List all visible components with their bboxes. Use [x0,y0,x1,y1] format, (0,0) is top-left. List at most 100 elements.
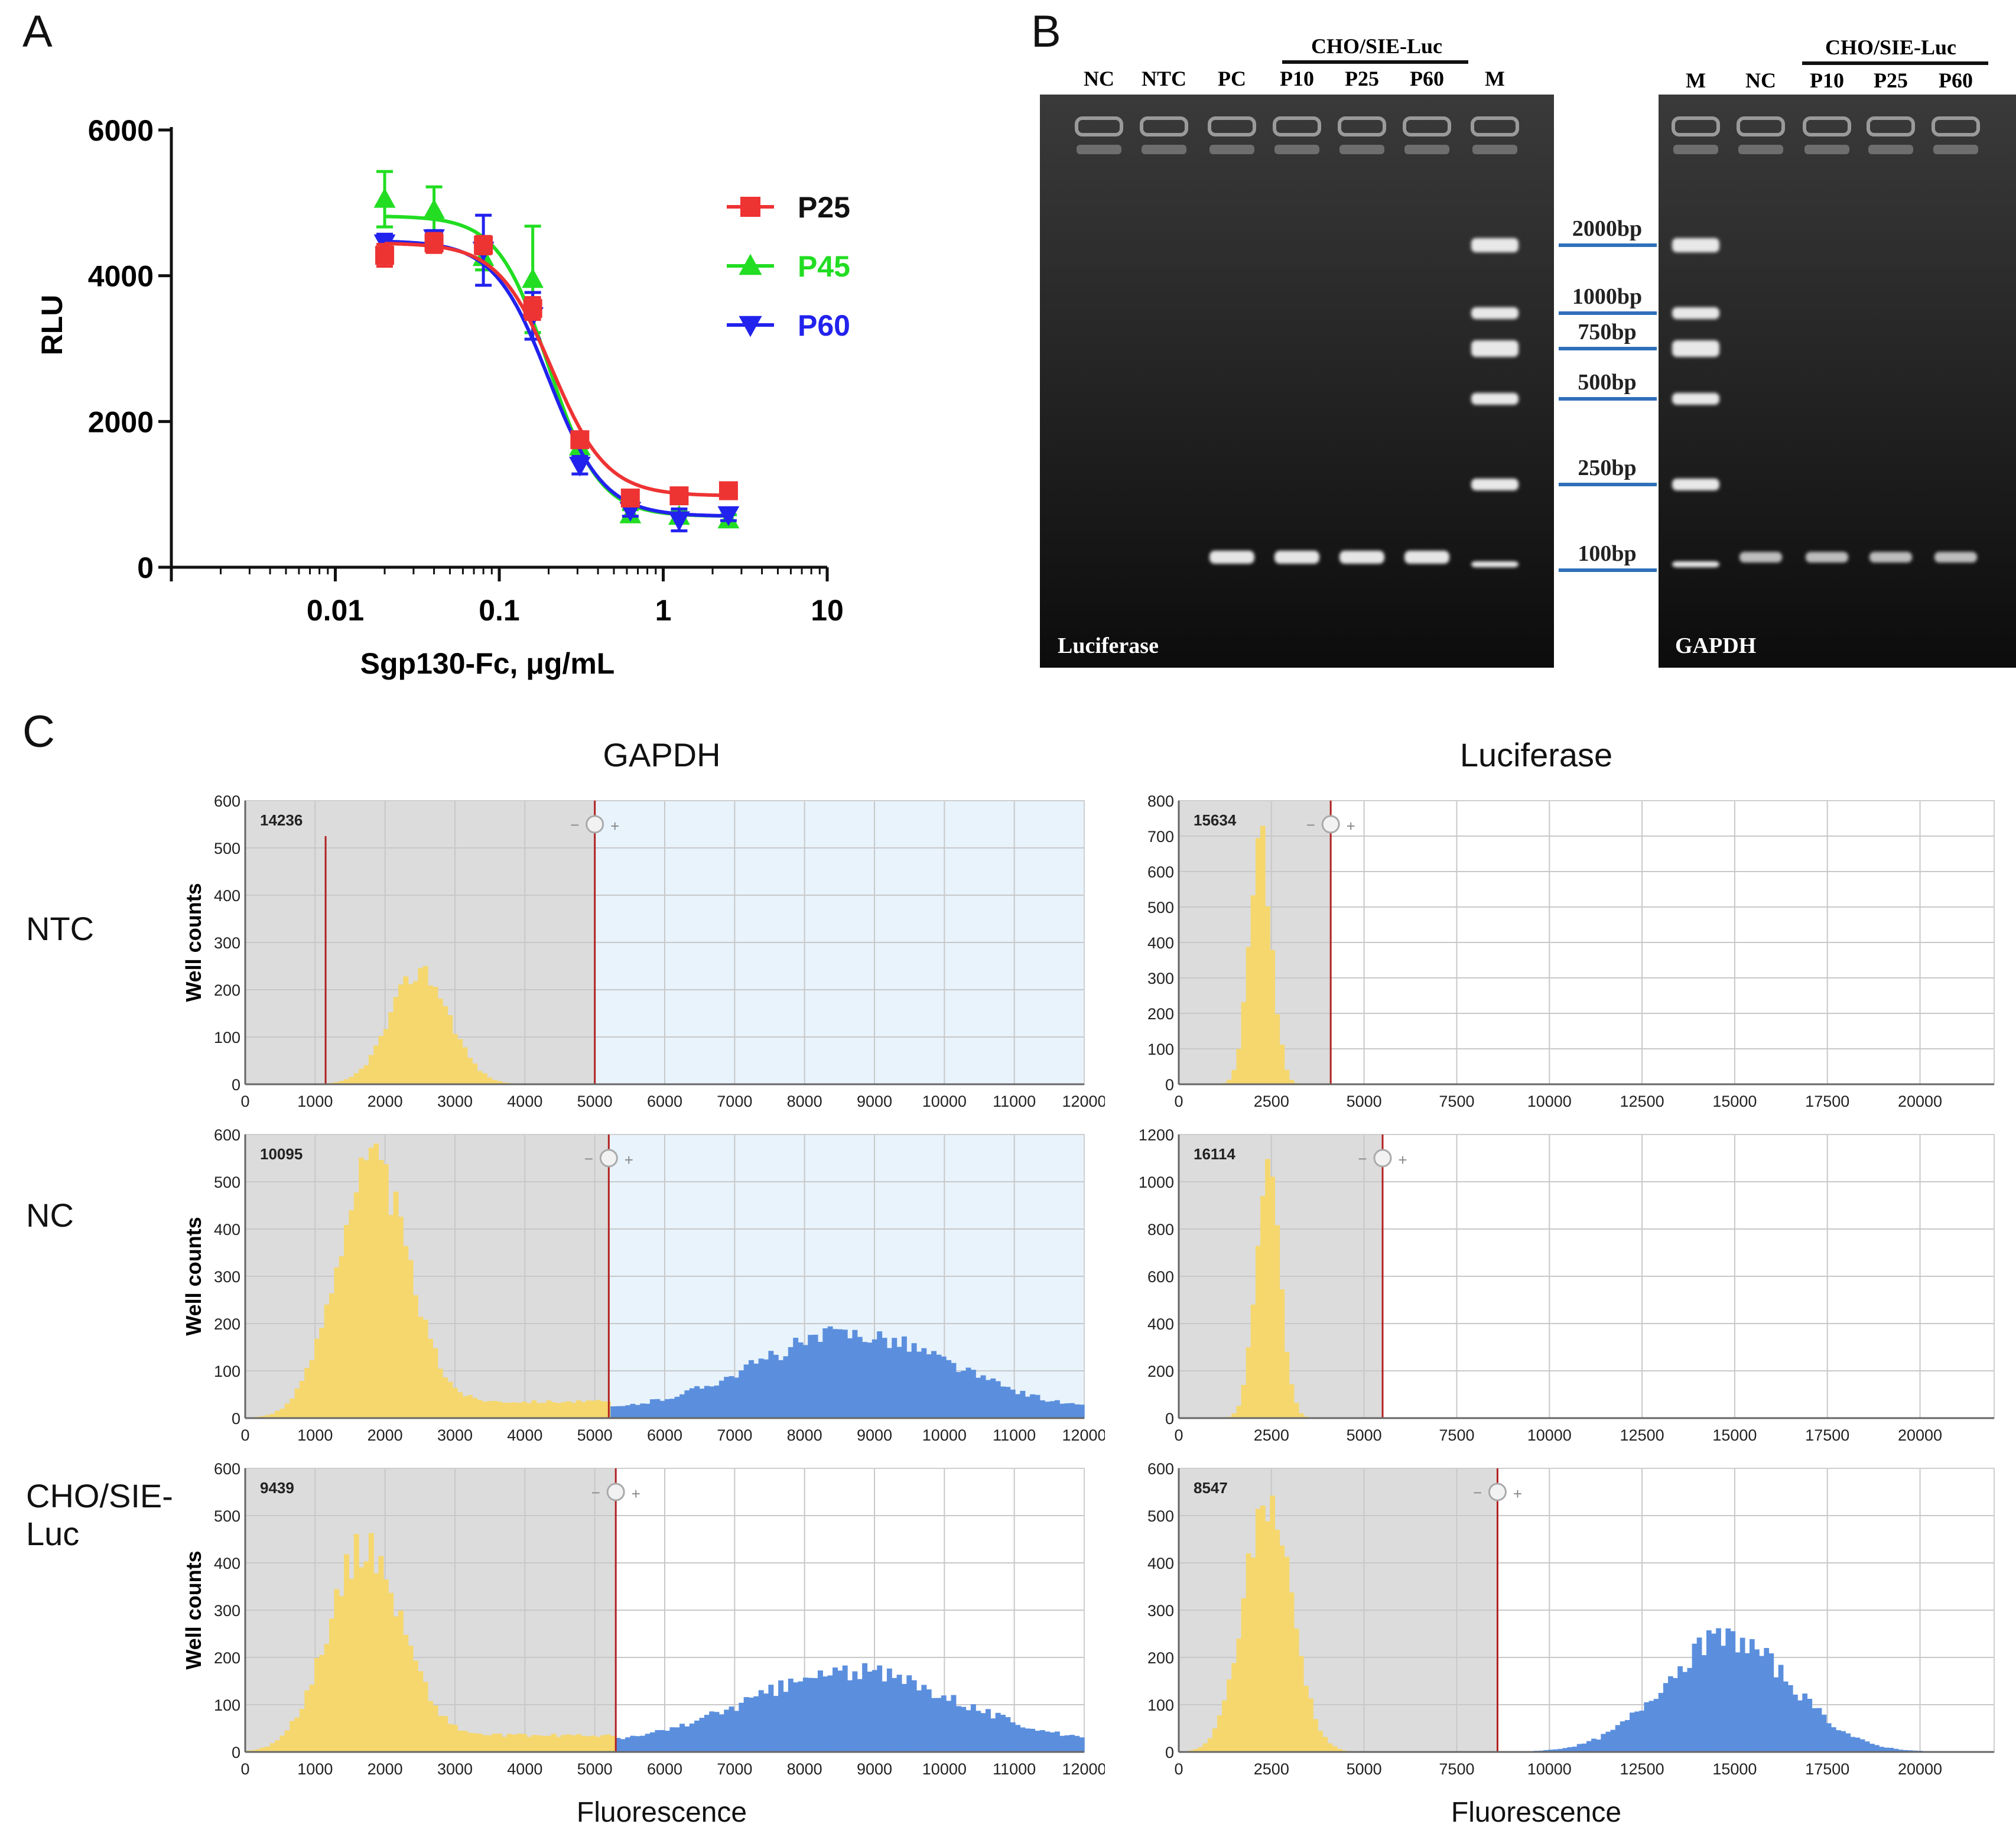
sample-band-luciferase [1274,551,1319,564]
histogram-bar-negative [575,1734,581,1752]
x-tick-label: 0 [1174,1760,1183,1778]
histogram-bar-positive [951,1363,957,1418]
histogram-bar-positive [684,1390,690,1418]
histogram-bar-positive [699,1389,705,1418]
threshold-minus: − [1306,816,1315,834]
histogram-bar-positive [635,1736,640,1752]
histogram-bar-negative [556,1737,562,1752]
histogram-bar-positive [1663,1683,1669,1752]
threshold-handle [1373,1149,1392,1168]
histogram-bar-negative [1293,1403,1299,1418]
x-tick-label: 6000 [647,1426,682,1444]
histogram-bar-negative [447,1381,453,1418]
sample-band-gapdh [1869,552,1912,563]
left-well-smear [1404,145,1449,154]
histogram-bar-negative [497,1081,502,1084]
histogram-bar-negative [299,1709,305,1752]
threshold-minus: − [591,1484,600,1501]
histogram-bar-positive [892,1678,898,1752]
histogram-bar-negative [1298,1656,1304,1752]
histogram-bar-negative [353,1073,359,1084]
histogram-bar-positive [867,1672,873,1752]
histogram-bar-negative [290,1398,295,1418]
histogram-bar-positive [674,1396,680,1418]
histogram-bar-positive [640,1735,646,1752]
left-well-smear [1339,145,1384,154]
x-tick-label: 17500 [1805,1760,1849,1778]
marker-label-500bp: 500bp [1578,370,1636,395]
x-tick-label: 2500 [1254,1760,1289,1778]
y-tick-label: 100 [1147,1696,1174,1714]
histogram-bar-negative [1279,1045,1285,1084]
histogram-bar-negative [1274,1225,1280,1418]
histogram-bar-positive [739,1370,744,1418]
histogram-bar-negative [408,1646,414,1752]
histogram-bar-negative [1231,1069,1237,1084]
histogram-bar-negative [472,1397,478,1418]
histogram-bar-negative [359,1567,365,1752]
histogram-bar-positive [783,1692,789,1752]
histogram-bar-negative [418,968,424,1084]
histogram-bar-negative [1246,1347,1251,1418]
histogram-bar-negative [546,1735,552,1752]
histogram-bar-negative [605,1734,611,1752]
histogram-bar-positive [837,1329,843,1418]
histogram-bar-positive [955,1706,961,1752]
left-well [1075,116,1123,136]
histogram-bar-negative [1270,950,1275,1084]
histogram-bar-negative [408,984,414,1084]
x-tick-label: 0.1 [479,594,520,627]
histogram-bar-negative [422,1682,428,1752]
left-well-smear [1077,145,1121,154]
histogram-bar-positive [659,1400,665,1418]
y-tick-label: 300 [214,1602,240,1620]
histogram-bar-negative [1270,1176,1275,1418]
histogram-bar-negative [586,1400,591,1418]
histogram-bar-negative [1260,1196,1266,1418]
histogram-bar-positive [862,1342,868,1418]
y-tick-label: 500 [214,1173,240,1191]
histogram-bar-negative [472,1063,478,1084]
histogram-bar-positive [941,1695,947,1752]
histogram-bar-negative [353,1192,359,1418]
histogram-bar-negative [260,1747,266,1752]
histogram-bar-negative [1236,1406,1242,1418]
histogram-bar-negative [536,1403,542,1418]
histogram-bar-positive [753,1363,759,1418]
y-tick-label: 100 [214,1696,240,1714]
y-tick-label: 600 [1147,1268,1174,1286]
histogram-bar-negative [378,1556,384,1752]
histogram-bar-positive [788,1347,794,1418]
histogram-bar-positive [911,1343,917,1418]
histogram-bar-positive [1069,1735,1075,1752]
threshold-plus: + [625,1151,633,1169]
histogram-bar-negative [368,1055,374,1084]
histogram-bar-negative [472,1733,478,1752]
histogram-bar-positive [1864,1741,1870,1752]
histogram-bar-negative [393,1616,399,1752]
histogram-bar-positive [1778,1665,1784,1752]
histogram-bar-positive [1759,1656,1764,1752]
histogram-bar-positive [1859,1739,1865,1752]
histogram-bar-positive [689,1723,695,1752]
histogram-bar-positive [847,1338,853,1418]
histogram-bar-positive [645,1734,651,1752]
histogram-bar-positive [837,1670,843,1752]
histogram-bar-negative [467,1732,473,1752]
histogram-bar-positive [610,1406,616,1418]
histogram-bar-positive [817,1342,823,1418]
well-count-label: 10095 [260,1145,303,1163]
histogram-bar-negative [1260,825,1266,1084]
threshold-plus: + [1513,1485,1522,1503]
histogram-bar-positive [778,1360,784,1418]
right-well [1672,116,1720,136]
y-tick-label: 300 [214,934,240,952]
histogram-bar-negative [383,1029,389,1084]
x-tick-label: 7000 [717,1426,752,1444]
histogram-bar-negative [437,998,443,1084]
histogram-bar-positive [1855,1737,1861,1752]
histogram-bar-positive [995,1712,1001,1752]
y-tick-label: 4000 [88,260,154,293]
y-tick-label: 200 [1147,1649,1174,1667]
